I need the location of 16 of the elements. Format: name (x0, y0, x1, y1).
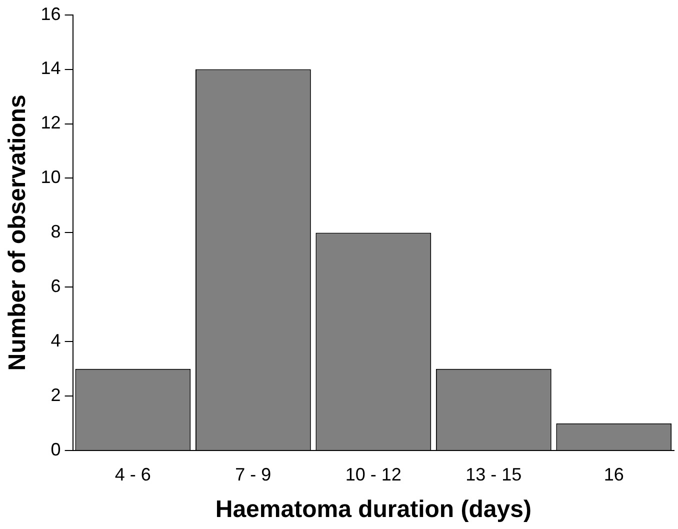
y-tick-label: 14 (40, 58, 61, 78)
y-tick-label: 10 (40, 167, 61, 188)
x-tick-label: 16 (604, 464, 624, 484)
y-tick-label: 12 (40, 112, 61, 133)
y-tick-label: 2 (50, 385, 61, 406)
y-tick-label: 8 (50, 222, 61, 242)
x-tick-label: 7 - 9 (235, 464, 272, 484)
y-tick-label: 16 (40, 4, 61, 24)
x-axis-title: Haematoma duration (days) (215, 496, 532, 524)
x-tick-label: 10 - 12 (345, 464, 402, 484)
x-tick-label: 13 - 15 (466, 464, 522, 484)
y-tick-label: 6 (50, 276, 61, 296)
y-axis-title: Number of observations (4, 94, 32, 371)
y-tick-label: 4 (50, 330, 61, 351)
x-tick-label: 4 - 6 (114, 464, 151, 484)
y-tick-label: 0 (50, 440, 61, 460)
